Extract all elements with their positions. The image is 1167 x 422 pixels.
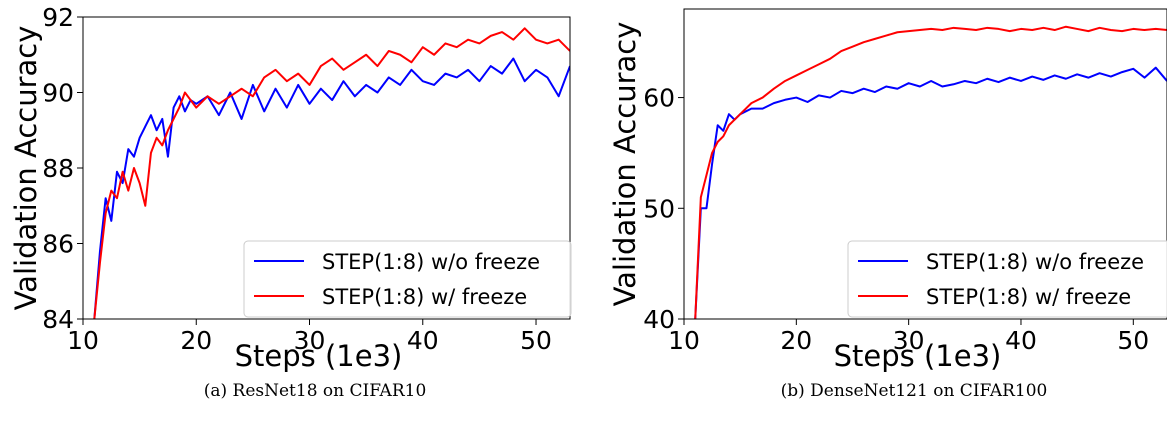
chart-a: 10 20 30 40 50 84 86 88 90 92 Steps (1e3) Validatio… — [9, 3, 572, 401]
figure-caption: (a) ResNet18 on CIFAR10 — [204, 381, 427, 401]
y-tick-label: 90 — [42, 79, 74, 108]
series-line-1 — [93, 27, 570, 319]
x-tick-label: 30 — [294, 326, 326, 355]
series-line-1 — [694, 25, 1167, 319]
x-tick-label: 30 — [893, 326, 925, 355]
chart-b: 10 20 30 40 50 40 50 60 Steps (1e3) Validation Ac… — [608, 8, 1167, 401]
x-axis-label: Steps (1e3) — [235, 339, 403, 373]
y-tick-label: 60 — [643, 84, 675, 113]
x-tick-label: 50 — [520, 326, 552, 355]
y-tick-label: 50 — [643, 194, 675, 223]
x-tick-label: 40 — [407, 326, 439, 355]
plot-frame — [683, 8, 1167, 320]
y-tick-label: 88 — [42, 154, 74, 183]
legend: STEP(1:8) w/o freeze STEP(1:8) w/ freeze — [847, 240, 1167, 318]
x-tick-label: 50 — [1117, 326, 1149, 355]
x-tick-label: 20 — [180, 326, 212, 355]
y-tick-label: 86 — [42, 230, 74, 259]
y-tick-label: 92 — [42, 3, 74, 32]
x-tick-label: 40 — [1005, 326, 1037, 355]
series-line-0 — [93, 57, 570, 319]
legend-label: STEP(1:8) w/o freeze — [926, 250, 1144, 274]
figure-caption: (b) DenseNet121 on CIFAR100 — [781, 381, 1048, 401]
legend-label: STEP(1:8) w/ freeze — [926, 285, 1131, 309]
legend-label: STEP(1:8) w/o freeze — [322, 250, 540, 274]
y-tick-label: 84 — [42, 305, 74, 334]
legend-label: STEP(1:8) w/ freeze — [322, 285, 527, 309]
x-tick-label: 20 — [780, 326, 812, 355]
y-tick-label: 40 — [643, 305, 675, 334]
legend: STEP(1:8) w/o freeze STEP(1:8) w/ freeze — [243, 240, 572, 318]
x-tick-label: 10 — [67, 326, 99, 355]
y-axis-label: Validation Accuracy — [9, 26, 43, 311]
y-axis-label: Validation Accuracy — [608, 22, 642, 307]
x-tick-label: 10 — [668, 326, 700, 355]
x-axis-label: Steps (1e3) — [834, 339, 1002, 373]
